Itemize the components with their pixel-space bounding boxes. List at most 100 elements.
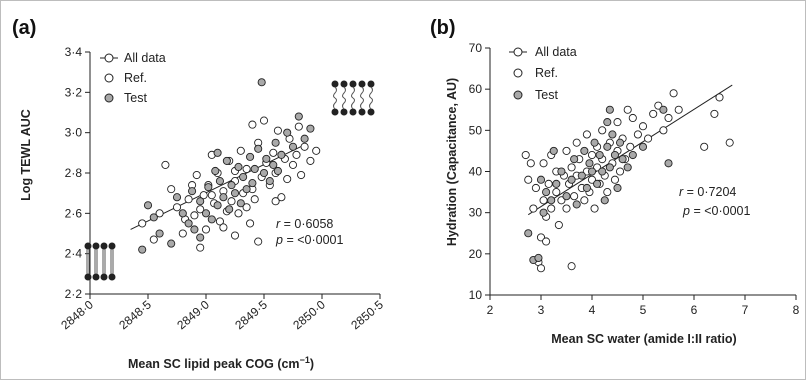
- x-tick-label: 4: [589, 303, 596, 317]
- ref-point: [184, 195, 193, 204]
- y-tick-label: 2·8: [65, 166, 83, 180]
- ref-point: [273, 126, 282, 135]
- panel-b-x-ticks: 2 3 4 5 6 7 8: [487, 295, 800, 317]
- test-point: [664, 159, 673, 168]
- ref-point: [292, 150, 301, 159]
- y-tick-label: 2·2: [65, 287, 83, 301]
- ref-point: [207, 191, 216, 200]
- x-tick-label: 2: [487, 303, 494, 317]
- ref-point: [242, 164, 251, 174]
- ref-point: [539, 196, 548, 205]
- ref-point: [227, 197, 236, 206]
- panel-b-y-ticks: 10 20 30 40 50 60 70: [469, 41, 490, 302]
- legend-open-marker-icon: [513, 68, 523, 78]
- ref-point: [149, 235, 158, 244]
- legend-all-data: All data: [124, 51, 166, 65]
- y-tick-label: 10: [469, 288, 483, 302]
- panel-a-points: [138, 78, 321, 254]
- panel-b-label: (b): [430, 17, 456, 39]
- ref-point: [271, 197, 280, 206]
- test-point: [580, 146, 589, 155]
- ref-point: [562, 146, 571, 155]
- test-point: [552, 179, 561, 188]
- legend-filled-marker-icon: [104, 93, 114, 103]
- y-tick-label: 30: [469, 206, 483, 220]
- ref-point: [638, 122, 648, 131]
- ref-point: [633, 130, 642, 139]
- ref-point: [580, 196, 589, 205]
- panel-a: (a) 2848·0 2848·5 2849·0 2849·5 2850·0 2850·5…: [12, 17, 386, 371]
- ref-point: [294, 122, 303, 131]
- ref-point: [710, 109, 719, 118]
- ref-point: [644, 134, 653, 143]
- ref-point: [215, 217, 224, 226]
- y-tick-label: 2·4: [65, 247, 83, 261]
- y-tick-label: 70: [469, 41, 483, 55]
- ref-point: [526, 159, 535, 168]
- ref-point: [582, 130, 591, 139]
- test-point: [250, 164, 259, 174]
- ref-point: [246, 219, 255, 228]
- y-tick-label: 3·0: [65, 126, 83, 140]
- panel-a-label: (a): [12, 17, 36, 39]
- test-point: [628, 150, 637, 160]
- ref-point: [269, 148, 278, 157]
- test-point: [257, 78, 266, 87]
- test-point: [605, 105, 614, 114]
- x-tick-label: 3: [538, 303, 545, 317]
- ref-point: [306, 156, 315, 165]
- ref-point: [552, 188, 561, 197]
- panel-a-r-stat: r = 0·6058: [276, 217, 333, 231]
- ref-point: [674, 105, 683, 114]
- ref-point: [190, 211, 199, 220]
- legend-test: Test: [535, 88, 558, 102]
- x-tick-label: 2849·0: [174, 297, 212, 332]
- ref-point: [155, 209, 164, 218]
- test-point: [590, 138, 599, 147]
- test-point: [207, 215, 216, 224]
- y-tick-label: 50: [469, 123, 483, 137]
- ref-point: [192, 170, 201, 180]
- ref-point: [196, 243, 205, 252]
- ref-point: [664, 113, 673, 123]
- test-point: [638, 142, 648, 151]
- test-point: [288, 142, 298, 151]
- legend-ref: Ref.: [535, 66, 558, 80]
- test-point: [155, 229, 164, 238]
- test-point: [196, 197, 205, 206]
- ref-point: [554, 220, 563, 230]
- y-tick-label: 3·2: [65, 85, 83, 99]
- test-point: [294, 112, 303, 121]
- test-point: [204, 183, 213, 192]
- ref-point: [236, 146, 245, 155]
- test-point: [595, 150, 604, 160]
- test-point: [306, 124, 315, 133]
- ref-point: [277, 193, 286, 202]
- test-point: [273, 166, 282, 176]
- test-point: [618, 155, 627, 164]
- ref-point: [562, 204, 571, 213]
- test-point: [215, 177, 224, 186]
- test-point: [536, 175, 546, 184]
- test-point: [572, 200, 581, 209]
- test-point: [188, 187, 197, 196]
- y-tick-label: 2·6: [65, 206, 83, 220]
- ref-point: [138, 219, 147, 228]
- test-point: [608, 130, 617, 139]
- ref-point: [536, 264, 546, 273]
- test-point: [259, 168, 269, 178]
- test-point: [219, 193, 228, 202]
- y-tick-label: 20: [469, 247, 483, 261]
- ref-point: [669, 89, 678, 98]
- ref-point: [539, 159, 548, 168]
- test-point: [277, 150, 286, 159]
- ref-point: [178, 229, 187, 238]
- test-point: [542, 188, 551, 197]
- test-point: [549, 146, 558, 155]
- test-point: [585, 159, 594, 168]
- test-point: [605, 163, 614, 172]
- test-point: [562, 192, 571, 201]
- test-point: [227, 181, 236, 190]
- test-point: [178, 209, 187, 218]
- lipid-bilayer-ordered-icon: [84, 242, 116, 281]
